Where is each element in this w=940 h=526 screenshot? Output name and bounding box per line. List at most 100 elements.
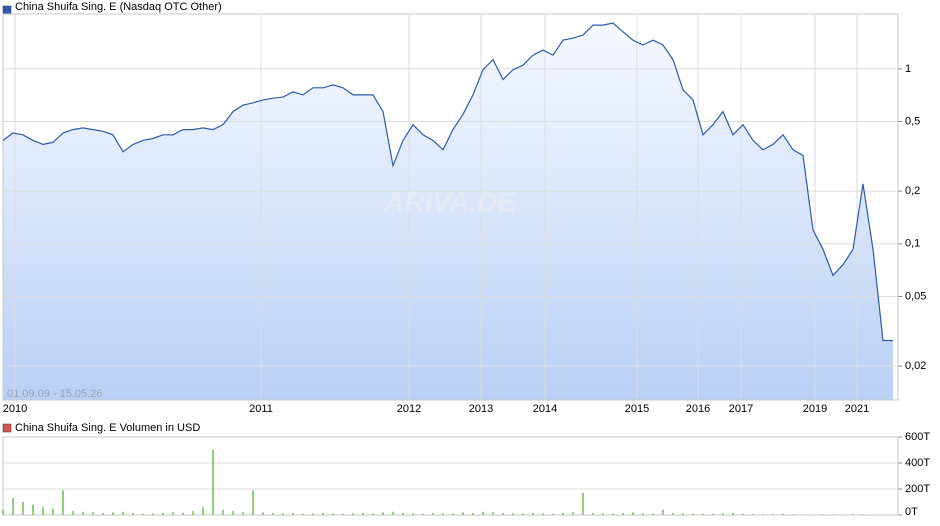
volume-bar [22, 502, 24, 515]
volume-bar [2, 509, 4, 515]
price-panel: 2010 2011 2012 2013 2014 2015 2016 2017 2019 2021… [2, 13, 926, 415]
legend-swatch [2, 423, 12, 433]
y-tick-label: 400T [905, 457, 930, 469]
volume-bar [462, 512, 464, 515]
volume-bar [452, 513, 454, 515]
x-tick-label: 2015 [625, 403, 649, 415]
volume-bar [512, 513, 514, 515]
volume-bar [542, 513, 544, 515]
volume-bar [502, 513, 504, 515]
volume-bar [172, 512, 174, 515]
volume-bar [192, 511, 194, 515]
volume-bar [752, 514, 754, 515]
volume-panel: 600T 400T 200T 0T [2, 431, 930, 518]
volume-bar [762, 514, 764, 515]
volume-bar [482, 511, 484, 515]
volume-bar [712, 513, 714, 515]
volume-bar [252, 490, 254, 515]
volume-bar [572, 512, 574, 515]
volume-bar [302, 513, 304, 515]
volume-bar [62, 490, 64, 515]
volume-bar [532, 513, 534, 515]
volume-bar [272, 513, 274, 515]
y-tick-label: 600T [905, 431, 930, 443]
legend-swatch [2, 5, 12, 15]
volume-bar [642, 513, 644, 515]
x-tick-label: 2014 [533, 403, 557, 415]
volume-bar [772, 514, 774, 515]
y-tick-label: 1 [905, 63, 911, 75]
volume-bar [202, 507, 204, 515]
volume-bar [212, 450, 214, 515]
volume-bar [132, 513, 134, 515]
volume-bar [112, 512, 114, 515]
legend-label: China Shuifa Sing. E (Nasdaq OTC Other) [15, 1, 222, 13]
volume-bar [232, 511, 234, 515]
date-range: 01.09.09 - 15.05.26 [7, 388, 102, 400]
watermark: ARIVA.DE [383, 186, 517, 217]
volume-bar [412, 513, 414, 515]
volume-bar [702, 513, 704, 515]
y-tick-label: 0,2 [905, 185, 920, 197]
volume-bar [632, 512, 634, 515]
x-tick-label: 2019 [803, 403, 827, 415]
volume-bar [742, 513, 744, 515]
volume-bar [732, 513, 734, 515]
x-tick-label: 2012 [397, 403, 421, 415]
y-tick-label: 0T [905, 506, 918, 518]
volume-bar [592, 513, 594, 515]
price-area [3, 23, 893, 400]
volume-bar [242, 512, 244, 515]
volume-bar [652, 513, 654, 515]
x-tick-label: 2013 [469, 403, 493, 415]
volume-bar [152, 513, 154, 515]
plot-frame [2, 13, 899, 401]
y-tick-label: 0,05 [905, 290, 926, 302]
volume-bar [562, 513, 564, 515]
volume-bar [362, 513, 364, 515]
volume-bar [32, 504, 34, 515]
plot-frame [2, 436, 899, 516]
y-tick-label: 0,02 [905, 360, 926, 372]
legend-label: China Shuifa Sing. E Volumen in USD [15, 422, 200, 434]
y-tick-label: 0,5 [905, 115, 920, 127]
volume-bar [782, 513, 784, 515]
volume-bar [392, 511, 394, 515]
volume-bar [492, 512, 494, 515]
volume-bar [822, 514, 824, 515]
volume-bar [402, 513, 404, 515]
volume-bar [852, 514, 854, 515]
y-tick-label: 0,1 [905, 238, 920, 250]
volume-bar [472, 513, 474, 515]
volume-bar [312, 513, 314, 515]
volume-bar [292, 513, 294, 515]
volume-bar [352, 513, 354, 515]
volume-bar [672, 513, 674, 515]
volume-bar [12, 498, 14, 515]
volume-bar [142, 513, 144, 515]
x-tick-label: 2017 [729, 403, 753, 415]
volume-bar [222, 509, 224, 515]
volume-bar [602, 513, 604, 515]
x-tick-label: 2011 [249, 403, 273, 415]
volume-bar [52, 508, 54, 515]
volume-bar [162, 513, 164, 515]
volume-bar [582, 492, 584, 515]
volume-bar [182, 512, 184, 515]
volume-bar [122, 511, 124, 515]
volume-bar [442, 513, 444, 515]
volume-bar [322, 513, 324, 515]
volume-bar [792, 514, 794, 515]
volume-bar [72, 511, 74, 515]
volume-bar [382, 512, 384, 515]
volume-bar [262, 512, 264, 515]
volume-bar [722, 513, 724, 515]
volume-bar [102, 513, 104, 515]
volume-bar [432, 513, 434, 515]
volume-bar [82, 511, 84, 515]
volume-bar [662, 509, 664, 515]
volume-bar [92, 512, 94, 515]
volume-bar [862, 514, 864, 515]
volume-bar [832, 514, 834, 515]
